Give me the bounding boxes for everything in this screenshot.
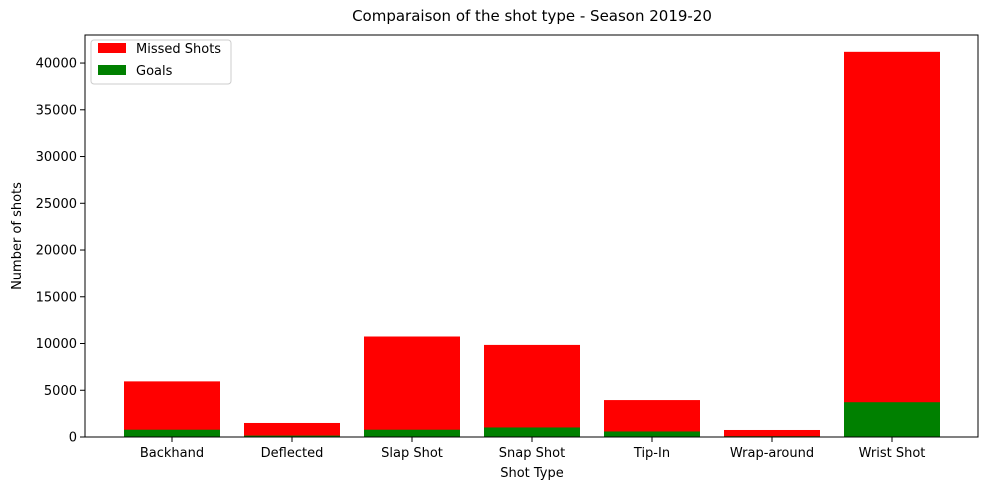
x-tick-label: Wrist Shot <box>859 446 926 461</box>
legend-swatch-missed-shots <box>98 43 126 53</box>
bar-missed-shots-snap-shot <box>484 344 580 437</box>
bar-missed-shots-tip-in <box>604 400 700 437</box>
x-tick-label: Backhand <box>140 446 204 461</box>
bar-goals-wrist-shot <box>844 402 940 437</box>
x-axis: Backhand Deflected Slap Shot Snap Shot Tip-I… <box>140 437 926 461</box>
y-tick-label: 25000 <box>36 197 77 212</box>
x-tick-label: Snap Shot <box>499 446 565 461</box>
bar-goals-snap-shot <box>484 427 580 437</box>
bars-group <box>124 51 940 437</box>
bar-missed-shots-wrist-shot <box>844 51 940 437</box>
y-tick-label: 10000 <box>36 337 77 352</box>
legend-label-missed-shots: Missed Shots <box>136 42 221 57</box>
legend: Missed Shots Goals <box>90 39 232 85</box>
legend-label-goals: Goals <box>136 64 173 79</box>
x-axis-label: Shot Type <box>500 466 564 481</box>
y-axis: 0 5000 10000 15000 20000 25000 30000 35000 40000 <box>36 57 85 446</box>
chart-title: Comparaison of the shot type - Season 20… <box>352 7 712 25</box>
y-tick-label: 15000 <box>36 290 77 305</box>
y-tick-label: 30000 <box>36 150 77 165</box>
y-tick-label: 40000 <box>36 57 77 72</box>
bar-missed-shots-slap-shot <box>364 336 460 437</box>
x-tick-label: Tip-In <box>633 446 670 461</box>
y-axis-label: Number of shots <box>10 182 25 290</box>
bar-missed-shots-wrap-around <box>724 429 820 437</box>
y-tick-label: 35000 <box>36 103 77 118</box>
legend-swatch-goals <box>98 65 126 75</box>
y-tick-label: 20000 <box>36 244 77 259</box>
x-tick-label: Slap Shot <box>381 446 443 461</box>
y-tick-label: 0 <box>69 431 77 446</box>
bar-goals-tip-in <box>604 431 700 437</box>
bar-goals-backhand <box>124 429 220 437</box>
bar-missed-shots-deflected <box>244 422 340 437</box>
bar-missed-shots-backhand <box>124 381 220 437</box>
x-tick-label: Deflected <box>261 446 324 461</box>
bar-goals-slap-shot <box>364 429 460 437</box>
y-tick-label: 5000 <box>44 384 77 399</box>
bar-goals-deflected <box>244 435 340 437</box>
x-tick-label: Wrap-around <box>730 446 814 461</box>
